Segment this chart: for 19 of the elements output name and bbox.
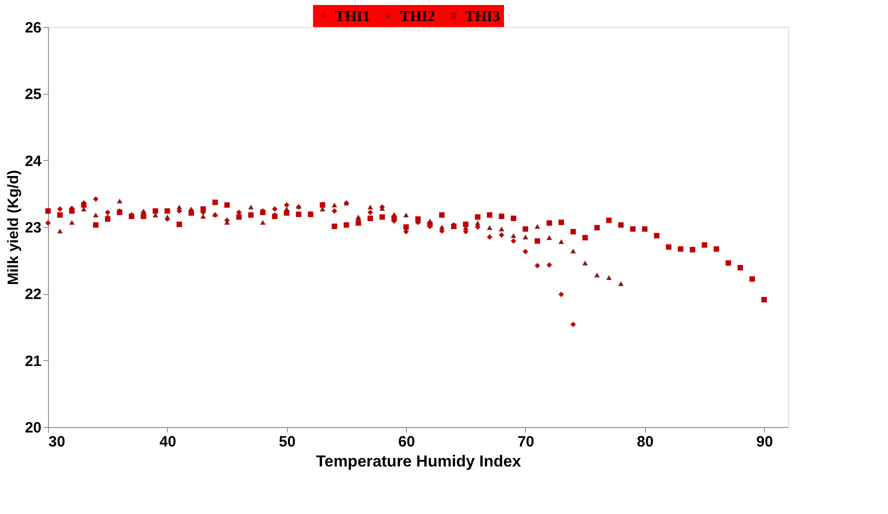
x-tick-label: 40 [160, 434, 176, 450]
y-tick-label: 20 [24, 420, 42, 436]
legend-label: THI1 [335, 8, 370, 25]
legend-label: THI2 [400, 8, 436, 25]
y-tick-label: 22 [24, 286, 42, 304]
x-tick-label: 80 [636, 434, 654, 450]
y-tick-label: 25 [24, 86, 42, 104]
y-axis-title: Milk yield (Kg/d) [4, 170, 22, 286]
y-tick-label: 21 [24, 352, 42, 370]
y-tick-label: 24 [24, 152, 42, 170]
x-tick-label: 30 [48, 434, 66, 450]
y-tick-label: 26 [24, 20, 42, 36]
legend-label: THI3 [465, 8, 500, 25]
x-axis-title: Temperature Humidy Index [316, 454, 522, 470]
x-tick-label: 50 [278, 434, 296, 450]
x-tick-label: 90 [756, 434, 773, 450]
x-tick-label: 60 [398, 434, 415, 450]
x-tick-label: 70 [518, 434, 534, 450]
y-tick-label: 23 [24, 220, 42, 236]
